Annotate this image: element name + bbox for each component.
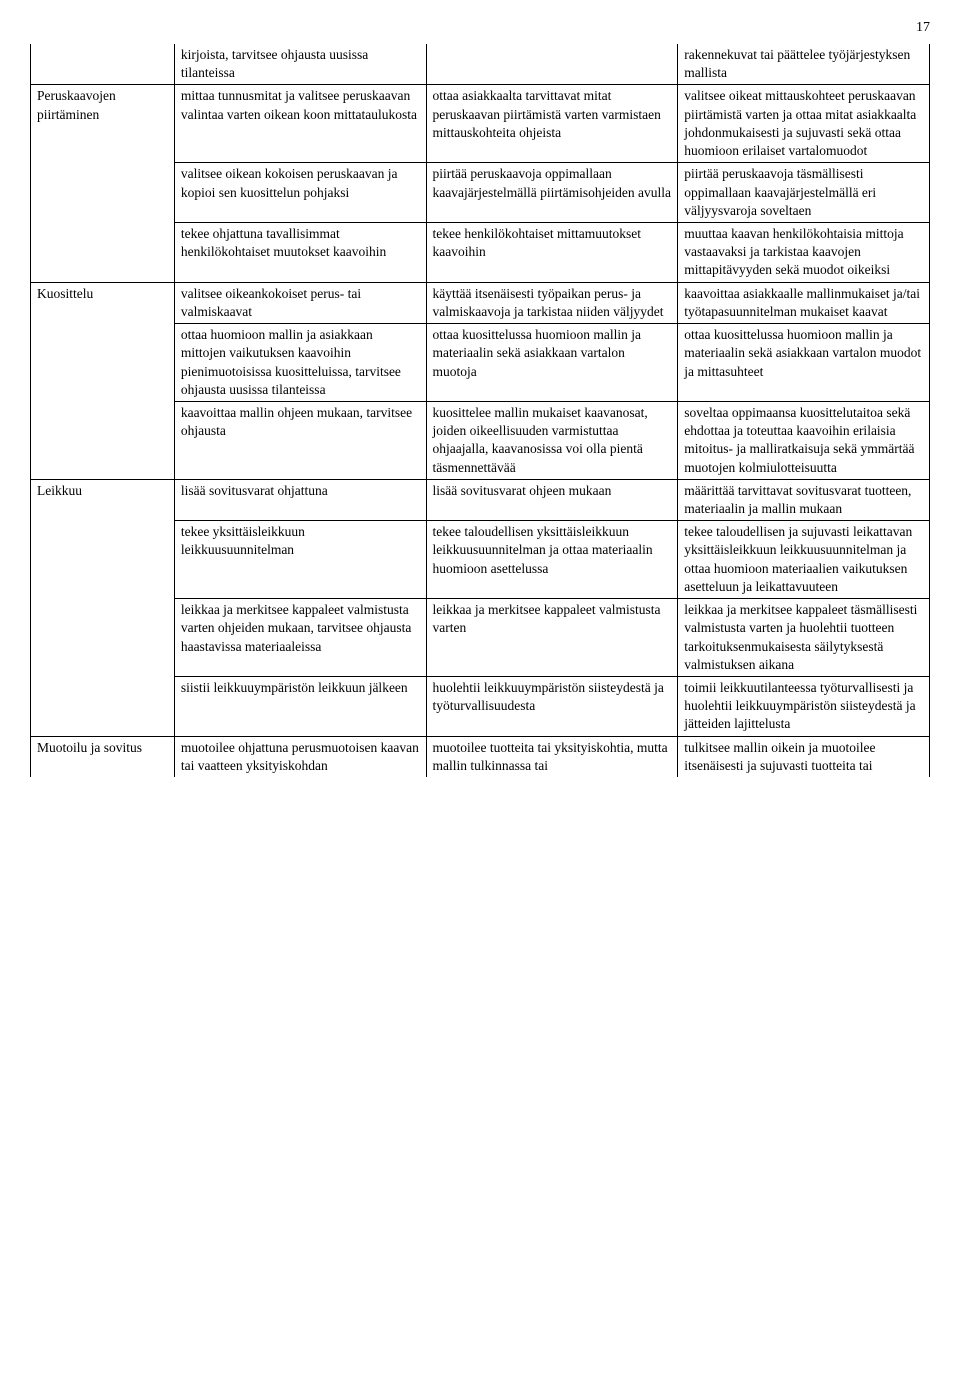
cell: ottaa kuosittelussa huomioon mallin ja m… (678, 324, 930, 402)
cell: soveltaa oppimaansa kuosittelutaitoa sek… (678, 401, 930, 479)
cell: tekee yksittäisleikkuun leikkuusuunnitel… (174, 521, 426, 599)
cell: kaavoittaa asiakkaalle mallinmukaiset ja… (678, 282, 930, 323)
table-row: Kuositteluvalitsee oikeankokoiset perus-… (31, 282, 930, 323)
cell: piirtää peruskaavoja täsmällisesti oppim… (678, 163, 930, 223)
cell: kuosittelee mallin mukaiset kaavanosat, … (426, 401, 678, 479)
cell: lisää sovitusvarat ohjeen mukaan (426, 479, 678, 520)
cell: valitsee oikean kokoisen peruskaavan ja … (174, 163, 426, 223)
cell: piirtää peruskaavoja oppimallaan kaavajä… (426, 163, 678, 223)
cell: valitsee oikeat mittauskohteet peruskaav… (678, 85, 930, 163)
cell: tekee taloudellisen yksittäisleikkuun le… (426, 521, 678, 599)
section-label: Muotoilu ja sovitus (31, 736, 175, 777)
page-number: 17 (30, 20, 930, 36)
cell: ottaa kuosittelussa huomioon mallin ja m… (426, 324, 678, 402)
section-label: Leikkuu (31, 479, 175, 736)
cell: mittaa tunnusmitat ja valitsee peruskaav… (174, 85, 426, 163)
cell: siistii leikkuuympäristön leikkuun jälke… (174, 677, 426, 737)
cell: kaavoittaa mallin ohjeen mukaan, tarvits… (174, 401, 426, 479)
table-row: Leikkuulisää sovitusvarat ohjattunalisää… (31, 479, 930, 520)
cell: lisää sovitusvarat ohjattuna (174, 479, 426, 520)
cell: leikkaa ja merkitsee kappaleet valmistus… (426, 599, 678, 677)
cell (426, 44, 678, 85)
cell: määrittää tarvittavat sovitusvarat tuott… (678, 479, 930, 520)
table-row: kirjoista, tarvitsee ohjausta uusissa ti… (31, 44, 930, 85)
cell: toimii leikkuutilanteessa työturvallises… (678, 677, 930, 737)
cell: leikkaa ja merkitsee kappaleet täsmällis… (678, 599, 930, 677)
cell: valitsee oikeankokoiset perus- tai valmi… (174, 282, 426, 323)
section-label (31, 44, 175, 85)
cell: tekee henkilökohtaiset mittamuutokset ka… (426, 222, 678, 282)
rubric-table: kirjoista, tarvitsee ohjausta uusissa ti… (30, 44, 930, 777)
cell: kirjoista, tarvitsee ohjausta uusissa ti… (174, 44, 426, 85)
cell: käyttää itsenäisesti työpaikan perus- ja… (426, 282, 678, 323)
cell: ottaa huomioon mallin ja asiakkaan mitto… (174, 324, 426, 402)
cell: tekee ohjattuna tavallisimmat henkilökoh… (174, 222, 426, 282)
section-label: Peruskaavojen piirtäminen (31, 85, 175, 282)
cell: ottaa asiakkaalta tarvittavat mitat peru… (426, 85, 678, 163)
table-row: Peruskaavojen piirtäminenmittaa tunnusmi… (31, 85, 930, 163)
cell: muotoilee ohjattuna perusmuotoisen kaava… (174, 736, 426, 777)
cell: muuttaa kaavan henkilökohtaisia mittoja … (678, 222, 930, 282)
cell: leikkaa ja merkitsee kappaleet valmistus… (174, 599, 426, 677)
table-row: Muotoilu ja sovitusmuotoilee ohjattuna p… (31, 736, 930, 777)
cell: muotoilee tuotteita tai yksityiskohtia, … (426, 736, 678, 777)
cell: huolehtii leikkuuympäristön siisteydestä… (426, 677, 678, 737)
cell: rakennekuvat tai päättelee työjärjestyks… (678, 44, 930, 85)
cell: tulkitsee mallin oikein ja muotoilee its… (678, 736, 930, 777)
cell: tekee taloudellisen ja sujuvasti leikatt… (678, 521, 930, 599)
section-label: Kuosittelu (31, 282, 175, 479)
